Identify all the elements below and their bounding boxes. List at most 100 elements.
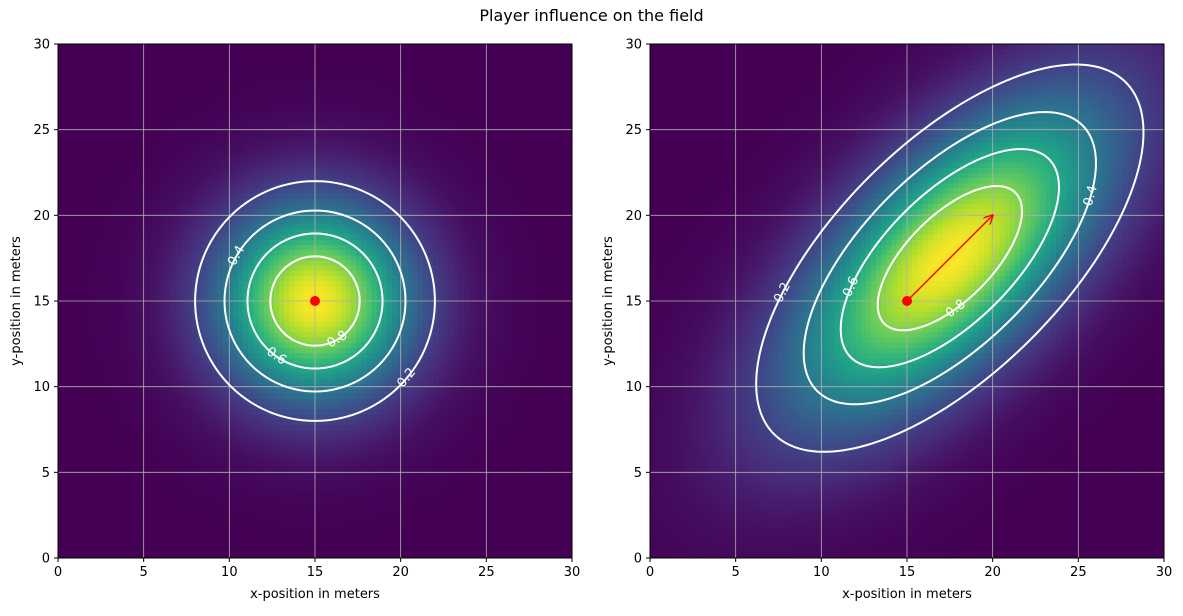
heatmap-cell xyxy=(228,65,234,71)
heatmap-cell xyxy=(305,121,311,127)
heatmap-cell xyxy=(279,224,285,230)
heatmap-cell xyxy=(73,419,79,425)
heatmap-cell xyxy=(94,507,100,513)
heatmap-cell xyxy=(104,152,110,158)
heatmap-cell xyxy=(264,44,270,50)
heatmap-cell xyxy=(68,208,74,214)
heatmap-cell xyxy=(156,517,162,523)
heatmap-cell xyxy=(156,512,162,518)
heatmap-cell xyxy=(156,260,162,266)
heatmap-cell xyxy=(125,250,131,256)
heatmap-cell xyxy=(58,65,64,71)
heatmap-cell xyxy=(104,399,110,405)
heatmap-cell xyxy=(284,481,290,487)
heatmap-cell xyxy=(73,327,79,333)
heatmap-cell xyxy=(99,162,105,168)
heatmap-cell xyxy=(125,496,131,502)
heatmap-cell xyxy=(166,275,172,281)
heatmap-cell xyxy=(109,368,115,374)
heatmap-cell xyxy=(243,491,249,497)
heatmap-cell xyxy=(99,219,105,225)
heatmap-cell xyxy=(125,178,131,184)
heatmap-cell xyxy=(135,198,141,204)
heatmap-cell xyxy=(99,44,105,50)
heatmap-cell xyxy=(258,491,264,497)
heatmap-cell xyxy=(99,481,105,487)
heatmap-cell xyxy=(279,430,285,436)
heatmap-cell xyxy=(202,131,208,137)
heatmap-cell xyxy=(228,517,234,523)
heatmap-cell xyxy=(253,131,259,137)
heatmap-cell xyxy=(294,450,300,456)
heatmap-cell xyxy=(197,219,203,225)
heatmap-cell xyxy=(140,394,146,400)
heatmap-cell xyxy=(115,316,121,322)
heatmap-cell xyxy=(89,517,95,523)
heatmap-cell xyxy=(135,347,141,353)
heatmap-cell xyxy=(264,527,270,533)
heatmap-cell xyxy=(94,65,100,71)
heatmap-cell xyxy=(68,275,74,281)
heatmap-cell xyxy=(248,208,254,214)
heatmap-cell xyxy=(192,327,198,333)
heatmap-cell xyxy=(130,440,136,446)
heatmap-cell xyxy=(197,54,203,60)
heatmap-cell xyxy=(264,137,270,143)
heatmap-cell xyxy=(238,342,244,348)
heatmap-cell xyxy=(217,527,223,533)
heatmap-cell xyxy=(135,311,141,317)
heatmap-cell xyxy=(99,131,105,137)
heatmap-cell xyxy=(284,106,290,112)
heatmap-cell xyxy=(248,496,254,502)
heatmap-cell xyxy=(166,183,172,189)
heatmap-cell xyxy=(269,507,275,513)
heatmap-cell xyxy=(58,265,64,271)
heatmap-cell xyxy=(161,368,167,374)
heatmap-cell xyxy=(238,214,244,220)
heatmap-cell xyxy=(151,440,157,446)
heatmap-cell xyxy=(289,198,295,204)
heatmap-cell xyxy=(171,322,177,328)
heatmap-cell xyxy=(187,255,193,261)
heatmap-cell xyxy=(89,208,95,214)
heatmap-cell xyxy=(202,239,208,245)
heatmap-cell xyxy=(243,481,249,487)
heatmap-cell xyxy=(94,306,100,312)
heatmap-cell xyxy=(94,363,100,369)
heatmap-cell xyxy=(181,363,187,369)
heatmap-cell xyxy=(243,173,249,179)
heatmap-cell xyxy=(305,512,311,518)
heatmap-cell xyxy=(99,90,105,96)
heatmap-cell xyxy=(284,543,290,549)
heatmap-cell xyxy=(264,106,270,112)
heatmap-cell xyxy=(269,203,275,209)
heatmap-cell xyxy=(135,70,141,76)
heatmap-cell xyxy=(130,106,136,112)
heatmap-cell xyxy=(207,548,213,554)
heatmap-cell xyxy=(238,59,244,65)
heatmap-cell xyxy=(171,157,177,163)
heatmap-cell xyxy=(68,465,74,471)
heatmap-cell xyxy=(140,378,146,384)
heatmap-cell xyxy=(94,106,100,112)
heatmap-cell xyxy=(109,476,115,482)
heatmap-cell xyxy=(228,116,234,122)
heatmap-cell xyxy=(258,244,264,250)
heatmap-cell xyxy=(99,126,105,132)
heatmap-cell xyxy=(300,399,306,405)
heatmap-cell xyxy=(197,537,203,543)
heatmap-cell xyxy=(161,270,167,276)
heatmap-cell xyxy=(264,147,270,153)
heatmap-cell xyxy=(248,167,254,173)
heatmap-cell xyxy=(151,332,157,338)
heatmap-cell xyxy=(207,404,213,410)
heatmap-cell xyxy=(289,445,295,451)
heatmap-cell xyxy=(171,270,177,276)
heatmap-cell xyxy=(156,501,162,507)
heatmap-cell xyxy=(58,224,64,230)
heatmap-cell xyxy=(289,347,295,353)
heatmap-cell xyxy=(161,229,167,235)
heatmap-cell xyxy=(99,173,105,179)
heatmap-cell xyxy=(140,301,146,307)
heatmap-cell xyxy=(125,85,131,91)
